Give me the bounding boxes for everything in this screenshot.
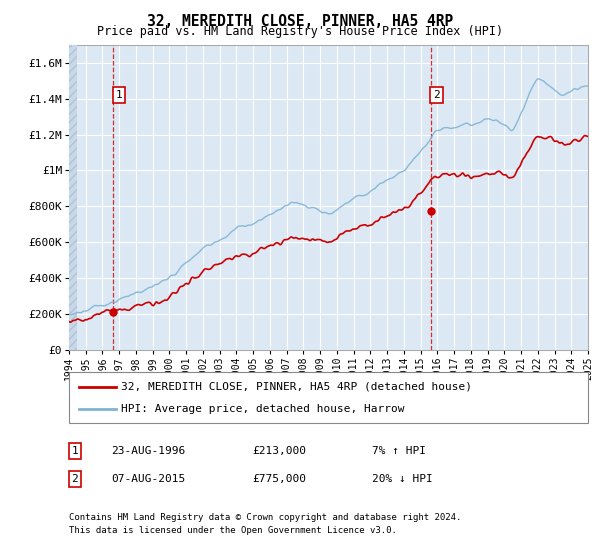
Text: 32, MEREDITH CLOSE, PINNER, HA5 4RP (detached house): 32, MEREDITH CLOSE, PINNER, HA5 4RP (det… [121,381,472,391]
Text: 2: 2 [71,474,79,484]
Text: 1: 1 [116,90,122,100]
Text: Price paid vs. HM Land Registry's House Price Index (HPI): Price paid vs. HM Land Registry's House … [97,25,503,38]
FancyBboxPatch shape [69,372,588,423]
Text: £213,000: £213,000 [252,446,306,456]
Bar [69,45,77,350]
Text: 32, MEREDITH CLOSE, PINNER, HA5 4RP: 32, MEREDITH CLOSE, PINNER, HA5 4RP [147,14,453,29]
Text: HPI: Average price, detached house, Harrow: HPI: Average price, detached house, Harr… [121,404,404,414]
Text: Contains HM Land Registry data © Crown copyright and database right 2024.: Contains HM Land Registry data © Crown c… [69,514,461,522]
Text: 2: 2 [433,90,440,100]
Text: 1: 1 [71,446,79,456]
Text: 20% ↓ HPI: 20% ↓ HPI [372,474,433,484]
Text: 07-AUG-2015: 07-AUG-2015 [111,474,185,484]
Bar [588,45,600,350]
Text: £775,000: £775,000 [252,474,306,484]
Text: This data is licensed under the Open Government Licence v3.0.: This data is licensed under the Open Gov… [69,526,397,535]
Text: 23-AUG-1996: 23-AUG-1996 [111,446,185,456]
Text: 7% ↑ HPI: 7% ↑ HPI [372,446,426,456]
